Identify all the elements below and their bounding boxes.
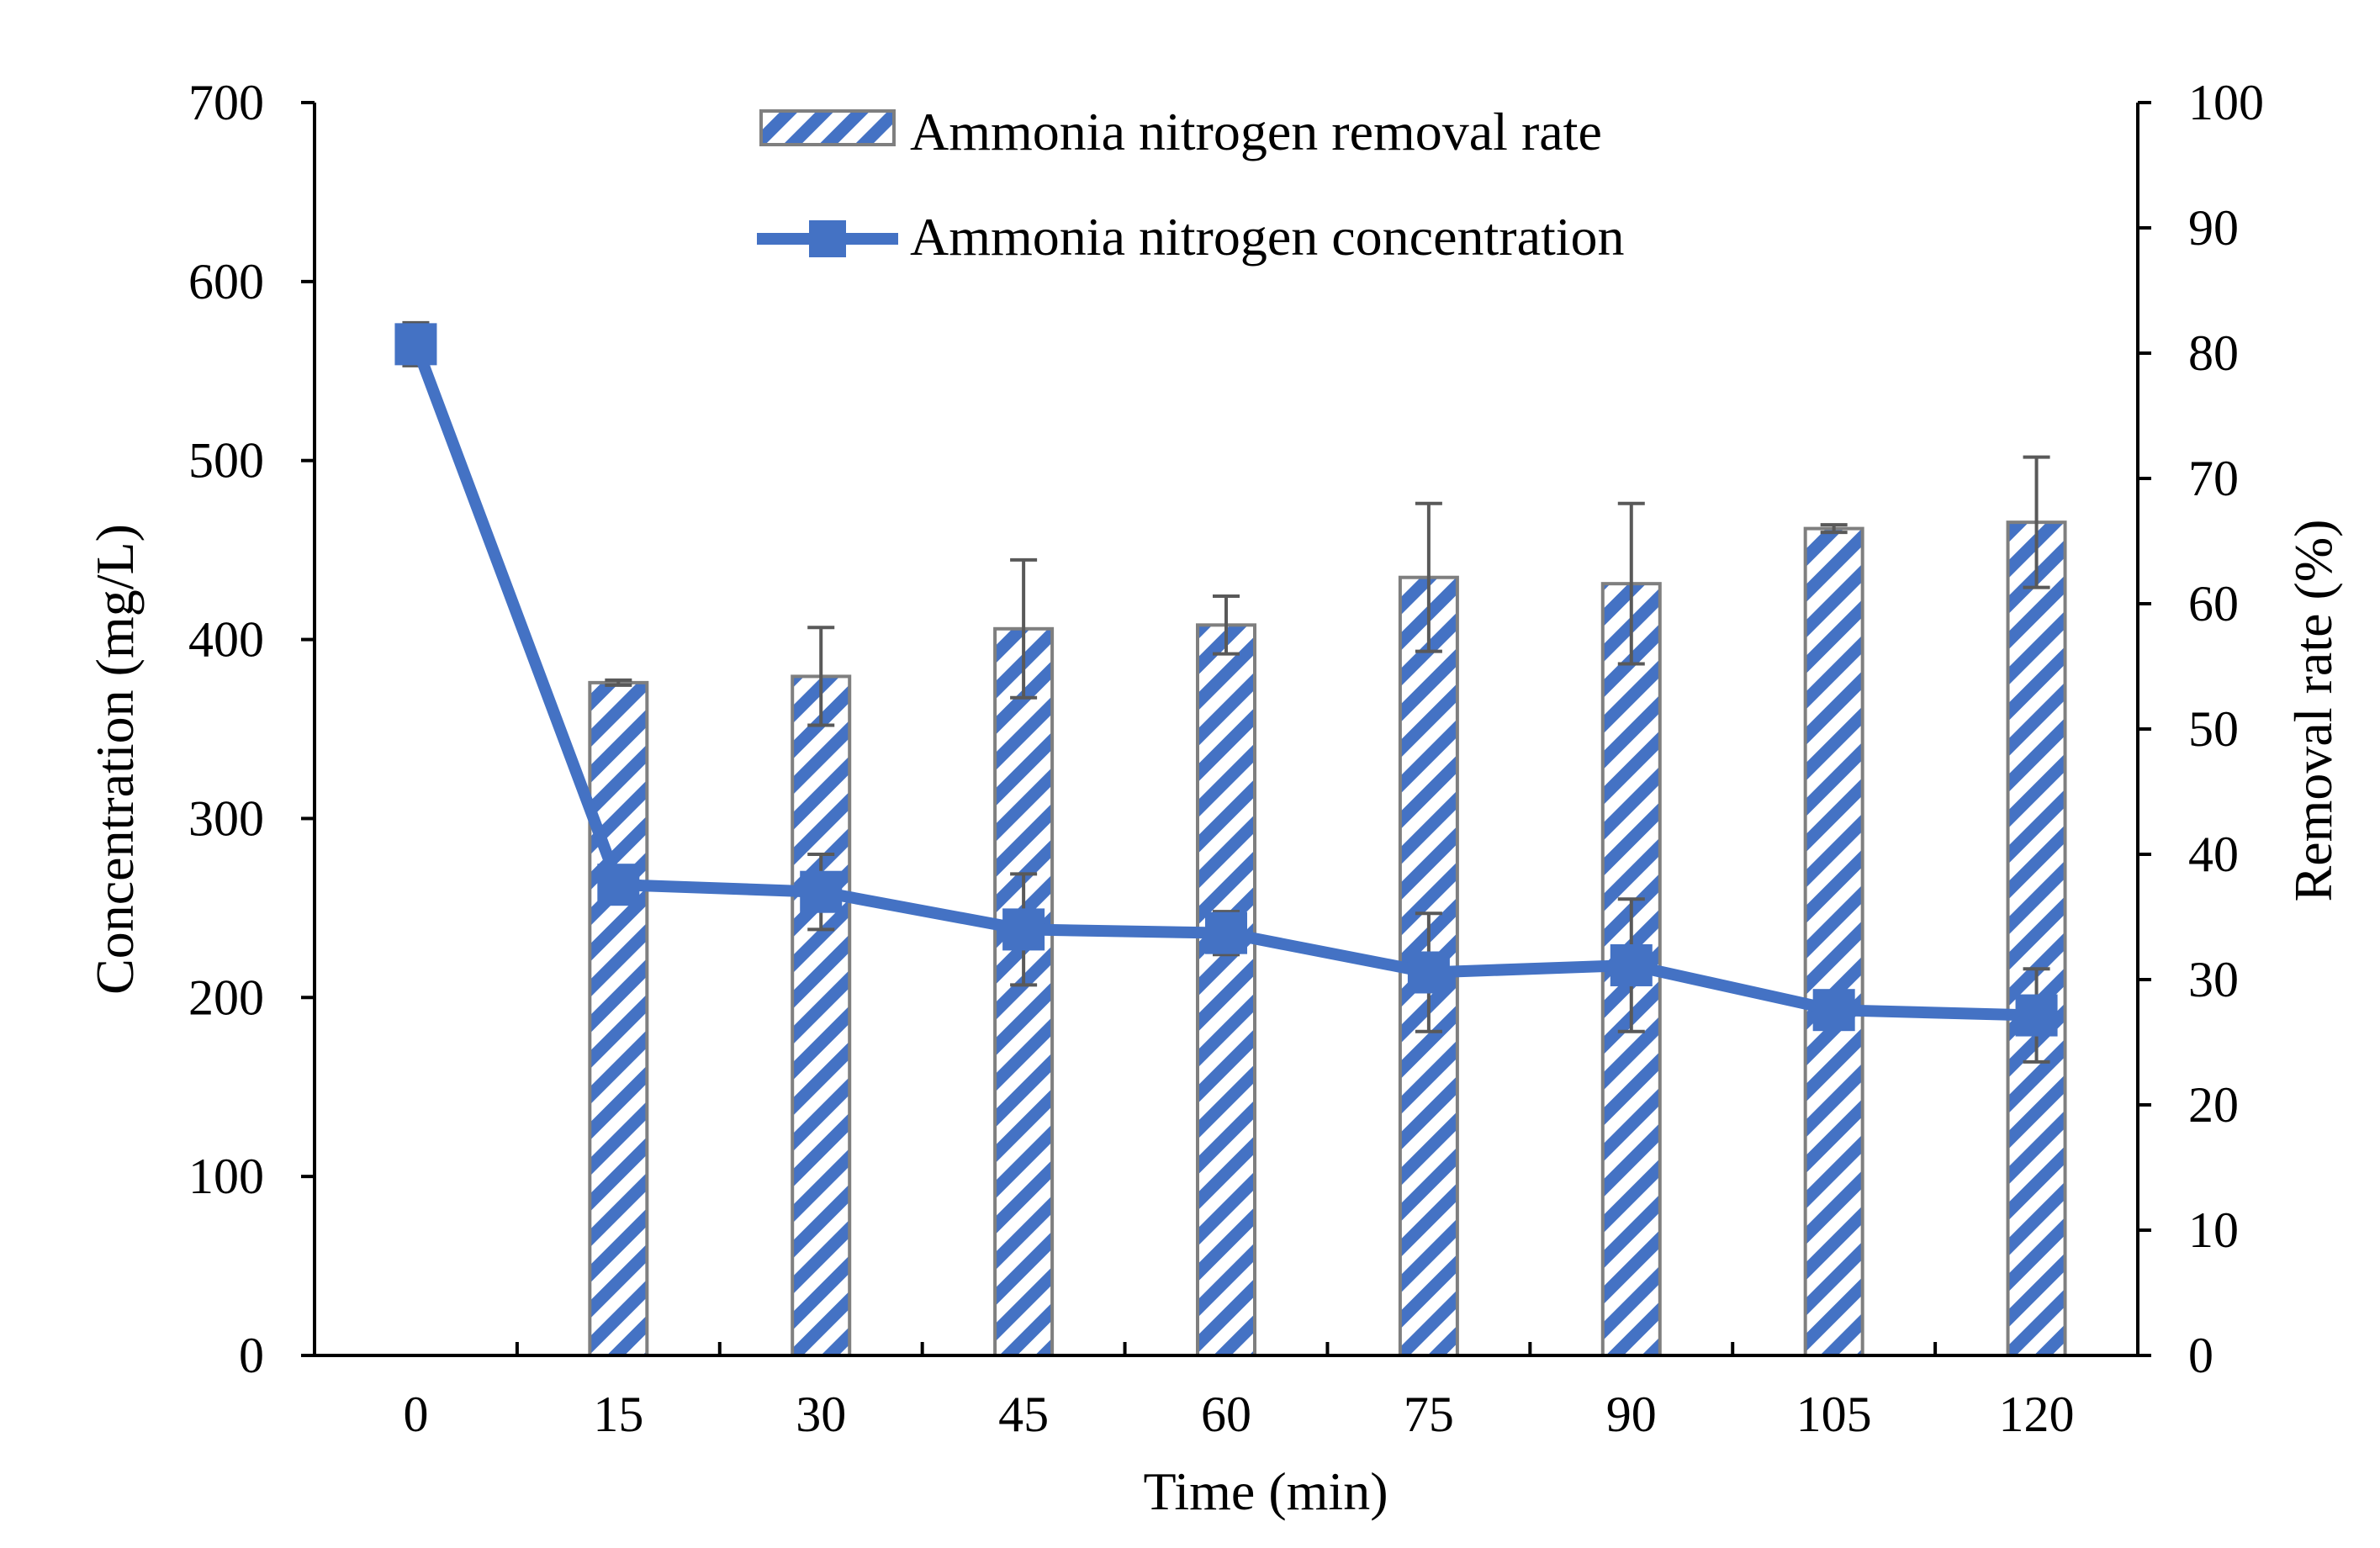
removal-rate-bar [2006, 520, 2067, 1357]
legend-bar-swatch [759, 109, 896, 146]
concentration-marker [1610, 943, 1653, 986]
removal-rate-bar [1196, 623, 1256, 1357]
x-tick-label: 90 [1606, 1387, 1657, 1442]
left-y-tick-labels: 0 100 200 300 400 500 600 700 [188, 75, 264, 1383]
concentration-marker [1205, 911, 1247, 954]
concentration-marker [1407, 951, 1450, 994]
left-y-tick-label: 500 [188, 433, 264, 489]
x-tick-label: 0 [403, 1387, 428, 1442]
right-y-tick-label: 100 [2188, 75, 2264, 130]
removal-rate-bar [791, 674, 852, 1357]
right-y-tick-label: 80 [2188, 325, 2239, 381]
legend-line-label: Ammonia nitrogen concentration [910, 207, 1625, 267]
left-y-tick-label: 600 [188, 254, 264, 309]
x-tick-label: 105 [1796, 1387, 1872, 1442]
concentration-marker [1002, 908, 1045, 951]
left-y-tick-label: 700 [188, 75, 264, 130]
right-y-tick-label: 70 [2188, 451, 2239, 506]
right-y-tick-label: 40 [2188, 827, 2239, 882]
removal-rate-bar [588, 680, 649, 1357]
right-y-tick-label: 50 [2188, 701, 2239, 757]
left-y-tick-label: 300 [188, 790, 264, 846]
concentration-marker [800, 870, 843, 913]
right-y-tick-labels: 0 10 20 30 40 50 60 70 80 90 100 [2188, 75, 2264, 1383]
x-tick-label: 75 [1404, 1387, 1454, 1442]
right-y-tick-label: 10 [2188, 1202, 2239, 1258]
concentration-marker [1812, 989, 1855, 1032]
x-tick-labels: 0 15 30 45 60 75 90 105 120 [403, 1387, 2074, 1442]
x-axis-title: Time (min) [1144, 1461, 1388, 1521]
concentration-marker [597, 864, 640, 906]
left-y-tick-label: 400 [188, 612, 264, 668]
removal-rate-bar [993, 626, 1055, 1357]
left-y-tick-label: 200 [188, 969, 264, 1025]
left-y-axis-title: Concentration (mg/L) [85, 524, 145, 995]
tick-marks [301, 101, 2151, 1357]
legend: Ammonia nitrogen removal rate Ammonia ni… [757, 102, 1625, 267]
left-y-tick-label: 100 [188, 1149, 264, 1204]
removal-rate-bar [1803, 526, 1864, 1357]
x-tick-label: 120 [1999, 1387, 2075, 1442]
concentration-marker [2015, 994, 2058, 1037]
bars-layer [588, 520, 2067, 1357]
right-y-tick-label: 30 [2188, 952, 2239, 1007]
left-y-tick-label: 0 [239, 1328, 264, 1383]
x-tick-label: 60 [1201, 1387, 1251, 1442]
right-y-tick-label: 60 [2188, 576, 2239, 631]
legend-bar-label: Ammonia nitrogen removal rate [910, 102, 1602, 161]
x-tick-label: 45 [998, 1387, 1049, 1442]
bar-error-bars [605, 455, 2050, 727]
x-tick-label: 30 [796, 1387, 846, 1442]
concentration-marker [394, 323, 437, 366]
right-y-axis-title: Removal rate (%) [2283, 520, 2343, 902]
right-y-tick-label: 0 [2188, 1328, 2213, 1383]
concentration-markers [394, 323, 2058, 1037]
x-tick-label: 15 [593, 1387, 643, 1442]
legend-line-marker [809, 220, 846, 257]
right-y-tick-label: 20 [2188, 1077, 2239, 1133]
right-y-tick-label: 90 [2188, 200, 2239, 256]
